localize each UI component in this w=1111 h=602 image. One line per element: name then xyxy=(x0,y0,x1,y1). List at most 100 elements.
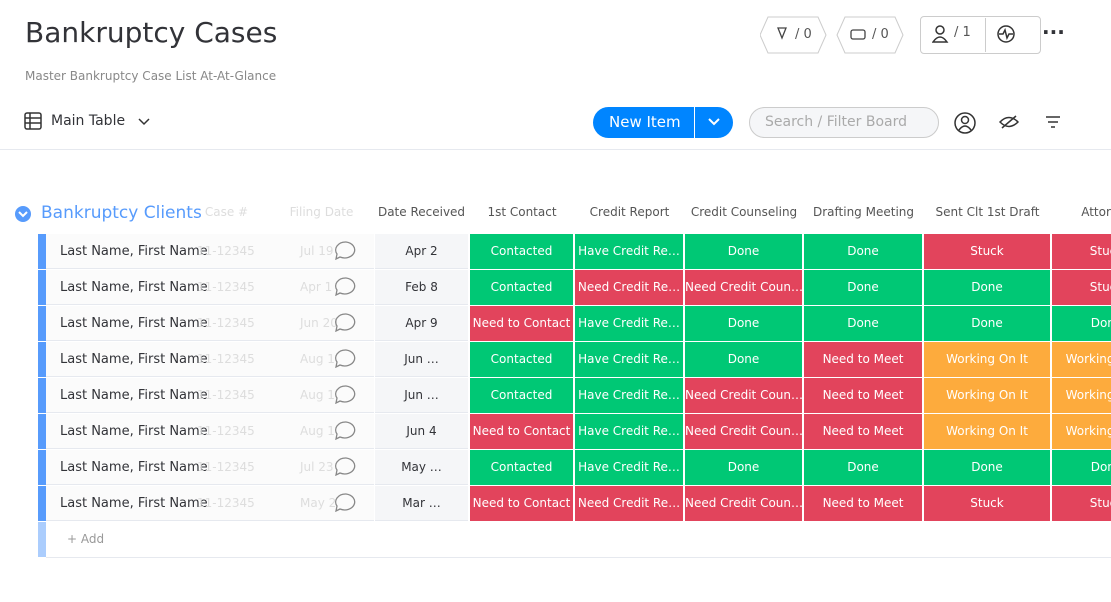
status-cell[interactable]: Have Credit Re… xyxy=(575,306,683,341)
status-cell[interactable]: Have Credit Re… xyxy=(575,414,683,449)
row-indicator xyxy=(38,414,46,449)
status-cell[interactable]: Done xyxy=(685,342,802,377)
comment-icon[interactable] xyxy=(334,420,358,441)
item-name[interactable]: Last Name, First Name xyxy=(60,280,208,295)
counter[interactable]: / 0 xyxy=(872,27,889,42)
comment-icon[interactable] xyxy=(334,456,358,477)
person-filter[interactable] xyxy=(954,112,976,134)
comment-icon[interactable] xyxy=(334,240,358,261)
status-cell[interactable]: Contacted xyxy=(470,378,573,413)
status-cell[interactable]: Stuck xyxy=(1052,486,1111,521)
status-cell[interactable]: Need Credit Coun… xyxy=(685,378,802,413)
date-received: Feb 8 xyxy=(375,270,468,305)
new-item-button[interactable] xyxy=(593,107,733,138)
status-cell[interactable]: Done xyxy=(804,270,922,305)
counter[interactable]: / 1 xyxy=(954,25,971,40)
status-cell[interactable]: Need Credit Re… xyxy=(575,270,683,305)
status-cell[interactable]: Done xyxy=(1052,450,1111,485)
add-item[interactable]: + Add xyxy=(67,532,105,546)
status-cell[interactable]: Contacted xyxy=(470,450,573,485)
case-number: 11-12345 xyxy=(197,316,255,330)
status-cell[interactable]: Stuck xyxy=(924,486,1050,521)
sort-icon[interactable] xyxy=(1044,114,1062,130)
status-cell[interactable]: Working On It xyxy=(1052,414,1111,449)
status-cell[interactable]: Done xyxy=(685,306,802,341)
status-cell[interactable]: Working On It xyxy=(1052,378,1111,413)
status-cell[interactable]: Working On It xyxy=(924,414,1050,449)
status-cell[interactable]: Stuck xyxy=(924,234,1050,269)
divider xyxy=(694,107,695,138)
status-cell[interactable]: Need Credit Coun… xyxy=(685,414,802,449)
comment-icon[interactable] xyxy=(334,312,358,333)
members-box[interactable] xyxy=(920,16,1041,54)
status-cell[interactable]: Working On It xyxy=(924,342,1050,377)
date-received: May … xyxy=(375,450,468,485)
hide-columns[interactable] xyxy=(999,114,1019,130)
status-cell[interactable]: Need to Contact xyxy=(470,414,573,449)
status-cell[interactable]: Contacted xyxy=(470,342,573,377)
status-cell[interactable]: Working On It xyxy=(924,378,1050,413)
add-row-indicator xyxy=(38,522,46,557)
status-cell[interactable]: Done xyxy=(804,234,922,269)
item-name[interactable]: Last Name, First Name xyxy=(60,316,208,331)
item-name[interactable]: Last Name, First Name xyxy=(60,388,208,403)
status-cell[interactable]: Have Credit Re… xyxy=(575,450,683,485)
group-title[interactable]: Bankruptcy Clients xyxy=(41,203,202,223)
group-toggle[interactable] xyxy=(14,205,32,223)
status-cell[interactable]: Done xyxy=(685,450,802,485)
activity-icon[interactable] xyxy=(996,24,1016,44)
filing-date: Aug 1 xyxy=(300,352,335,366)
filing-date: Aug 1 xyxy=(300,424,335,438)
status-cell[interactable]: Need to Meet xyxy=(804,414,922,449)
view-tab[interactable]: Main Table xyxy=(51,113,126,129)
status-cell[interactable]: Contacted xyxy=(470,270,573,305)
new-item-label[interactable]: New Item xyxy=(609,113,681,131)
status-cell[interactable]: Need Credit Coun… xyxy=(685,486,802,521)
item-name[interactable]: Last Name, First Name xyxy=(60,424,208,439)
status-cell[interactable]: Done xyxy=(924,306,1050,341)
status-cell[interactable]: Done xyxy=(924,270,1050,305)
column-header: Case # xyxy=(204,205,249,219)
counter[interactable]: / 0 xyxy=(795,27,812,42)
status-cell[interactable]: Done xyxy=(804,306,922,341)
case-number: 11-12345 xyxy=(197,460,255,474)
status-cell[interactable]: Need to Contact xyxy=(470,486,573,521)
comment-icon[interactable] xyxy=(334,384,358,405)
date-received: Jun … xyxy=(375,342,468,377)
item-name[interactable]: Last Name, First Name xyxy=(60,244,208,259)
status-cell[interactable]: Stuck xyxy=(1052,234,1111,269)
status-cell[interactable]: Need to Meet xyxy=(804,342,922,377)
status-cell[interactable]: Need to Contact xyxy=(470,306,573,341)
status-cell[interactable]: Stuck xyxy=(1052,270,1111,305)
status-cell[interactable]: Need to Meet xyxy=(804,486,922,521)
case-number: 11-12345 xyxy=(197,496,255,510)
item-name[interactable]: Last Name, First Name xyxy=(60,496,208,511)
status-cell[interactable]: Done xyxy=(804,450,922,485)
status-cell[interactable]: Have Credit Re… xyxy=(575,234,683,269)
search-box[interactable]: Search / Filter Board xyxy=(749,107,939,138)
name-cell xyxy=(46,450,374,485)
item-name[interactable]: Last Name, First Name xyxy=(60,352,208,367)
status-cell[interactable]: Have Credit Re… xyxy=(575,378,683,413)
comment-icon[interactable] xyxy=(334,348,358,369)
chevron xyxy=(138,118,150,126)
status-cell[interactable]: Done xyxy=(924,450,1050,485)
column-header: Credit Counseling xyxy=(690,205,798,219)
status-cell[interactable]: Have Credit Re… xyxy=(575,342,683,377)
comment-icon[interactable] xyxy=(334,276,358,297)
status-cell[interactable]: Need Credit Coun… xyxy=(685,270,802,305)
comment-icon[interactable] xyxy=(334,492,358,513)
status-cell[interactable]: Need to Meet xyxy=(804,378,922,413)
status-cell[interactable]: Contacted xyxy=(470,234,573,269)
status-cell[interactable]: Done xyxy=(1052,306,1111,341)
status-cell[interactable]: Done xyxy=(685,234,802,269)
item-name[interactable]: Last Name, First Name xyxy=(60,460,208,475)
status-cell[interactable]: Need Credit Re… xyxy=(575,486,683,521)
status-cell[interactable]: Working On It xyxy=(1052,342,1111,377)
more-menu[interactable]: ··· xyxy=(1042,20,1065,44)
separator xyxy=(0,149,1111,150)
column-header: Drafting Meeting xyxy=(813,205,914,219)
name-cell xyxy=(46,306,374,341)
column-header: Credit Report xyxy=(589,205,670,219)
